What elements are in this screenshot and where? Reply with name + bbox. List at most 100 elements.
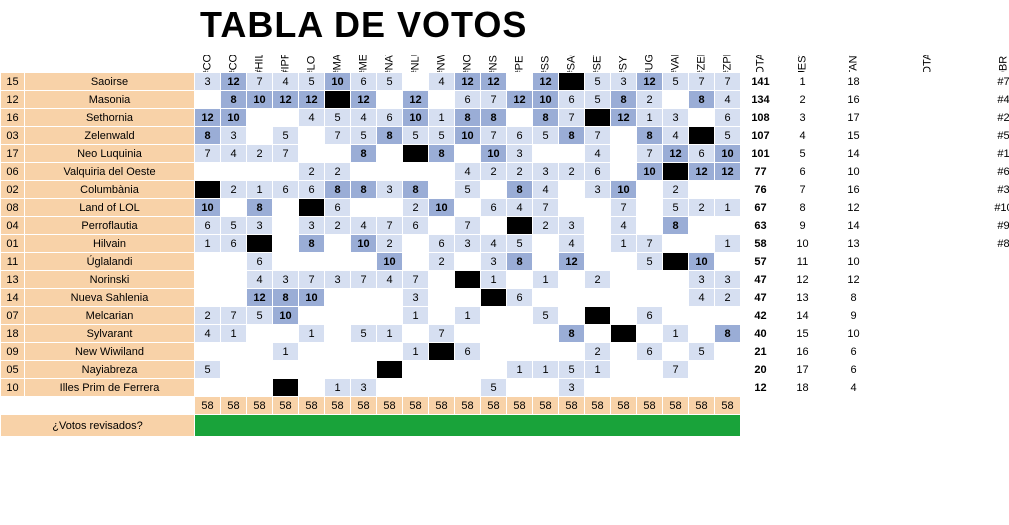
total-cell: 141 — [741, 73, 781, 91]
column-sum: 58 — [377, 397, 403, 415]
table-row: 05Nayiabreza51151720176 — [1, 361, 1009, 379]
voters-cell: 10 — [825, 253, 883, 271]
vote-cell: 12 — [611, 109, 637, 127]
table-row: 17Neo Luquinia7427881034712610101514#1 — [1, 145, 1009, 163]
position-cell: 16 — [781, 343, 825, 361]
voters-cell: 13 — [825, 235, 883, 253]
vote-cell — [507, 73, 533, 91]
vote-cell — [195, 379, 221, 397]
vote-cell: 12 — [299, 91, 325, 109]
table-row: 12Masonia81012121212671210658284134216#4 — [1, 91, 1009, 109]
vote-cell — [689, 325, 715, 343]
vote-cell — [533, 289, 559, 307]
vote-cell — [455, 253, 481, 271]
rank-cell: 16 — [1, 109, 25, 127]
sobres-cell — [973, 361, 1009, 379]
table-row: 16Sethornia12104546101888712136108317#2 — [1, 109, 1009, 127]
vote-cell — [585, 325, 611, 343]
vote-cell: 7 — [455, 217, 481, 235]
notes-cell — [883, 271, 973, 289]
rank-cell: 07 — [1, 307, 25, 325]
notes-cell — [883, 145, 973, 163]
entry-name: New Wiwiland — [25, 343, 195, 361]
vote-cell — [221, 361, 247, 379]
vote-cell: 1 — [715, 199, 741, 217]
vote-cell — [429, 307, 455, 325]
vote-cell: 3 — [377, 181, 403, 199]
vote-cell: 2 — [299, 163, 325, 181]
vote-cell: 7 — [637, 235, 663, 253]
total-cell: 67 — [741, 199, 781, 217]
vote-cell — [403, 145, 429, 163]
vote-cell — [377, 307, 403, 325]
vote-cell — [507, 217, 533, 235]
total-cell: 42 — [741, 307, 781, 325]
vote-cell: 12 — [403, 91, 429, 109]
vote-cell: 8 — [637, 127, 663, 145]
vote-cell: 2 — [325, 217, 351, 235]
vote-cell: 8 — [455, 109, 481, 127]
vote-cell: 10 — [611, 181, 637, 199]
vote-cell — [585, 253, 611, 271]
vote-cell: 5 — [663, 199, 689, 217]
sobres-cell: #6 — [973, 163, 1009, 181]
voters-cell: 17 — [825, 109, 883, 127]
sobres-cell: #2 — [973, 109, 1009, 127]
vote-cell: 2 — [481, 163, 507, 181]
voters-cell: 4 — [825, 379, 883, 397]
vote-cell: 10 — [325, 73, 351, 91]
total-cell: 57 — [741, 253, 781, 271]
vote-cell — [637, 379, 663, 397]
position-cell: 12 — [781, 271, 825, 289]
vote-cell: 7 — [611, 199, 637, 217]
col-header: #ZPL — [715, 55, 741, 73]
vote-cell: 5 — [689, 343, 715, 361]
position-cell: 11 — [781, 253, 825, 271]
vote-cell: 7 — [429, 325, 455, 343]
vote-cell: 6 — [455, 343, 481, 361]
vote-cell: 1 — [195, 235, 221, 253]
vote-cell — [429, 163, 455, 181]
vote-cell — [195, 181, 221, 199]
vote-cell — [533, 343, 559, 361]
vote-cell — [611, 253, 637, 271]
vote-cell: 2 — [195, 307, 221, 325]
vote-cell: 8 — [507, 253, 533, 271]
vote-cell: 2 — [429, 253, 455, 271]
vote-cell — [585, 109, 611, 127]
vote-cell: 3 — [507, 145, 533, 163]
total-cell: 40 — [741, 325, 781, 343]
vote-cell: 2 — [377, 235, 403, 253]
vote-cell: 10 — [351, 235, 377, 253]
total-cell: 134 — [741, 91, 781, 109]
vote-cell: 3 — [351, 379, 377, 397]
vote-cell: 1 — [273, 343, 299, 361]
vote-cell — [273, 379, 299, 397]
vote-cell — [481, 289, 507, 307]
summary-header: PUESTO — [781, 55, 825, 73]
vote-cell: 6 — [559, 91, 585, 109]
vote-cell — [637, 271, 663, 289]
vote-cell: 3 — [247, 217, 273, 235]
voters-cell: 12 — [825, 199, 883, 217]
vote-cell: 7 — [481, 127, 507, 145]
vote-cell: 2 — [585, 271, 611, 289]
col-header: #MEL — [351, 55, 377, 73]
vote-cell — [403, 73, 429, 91]
col-header: #NLU — [403, 55, 429, 73]
vote-cell: 5 — [299, 73, 325, 91]
position-cell: 2 — [781, 91, 825, 109]
entry-name: Masonia — [25, 91, 195, 109]
table-row: 08Land of LOL1086210647752167812#10 — [1, 199, 1009, 217]
vote-cell — [325, 307, 351, 325]
column-sum: 58 — [533, 397, 559, 415]
vote-cell: 1 — [585, 361, 611, 379]
position-cell: 14 — [781, 307, 825, 325]
vote-cell — [429, 361, 455, 379]
vote-cell: 2 — [663, 181, 689, 199]
vote-cell: 5 — [351, 325, 377, 343]
vote-cell — [195, 289, 221, 307]
vote-cell: 10 — [195, 199, 221, 217]
vote-cell: 5 — [533, 307, 559, 325]
column-sum: 58 — [507, 397, 533, 415]
